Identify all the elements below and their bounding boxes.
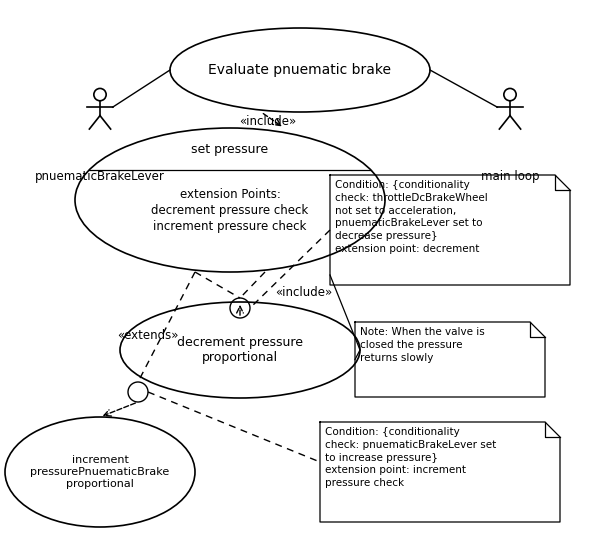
Text: extension Points:
decrement pressure check
increment pressure check: extension Points: decrement pressure che… (151, 188, 308, 234)
Text: «extends»: «extends» (117, 329, 179, 342)
Text: increment
pressurePnuematicBrake
proportional: increment pressurePnuematicBrake proport… (31, 455, 170, 488)
Ellipse shape (120, 302, 360, 398)
Text: Note: When the valve is
closed the pressure
returns slowly: Note: When the valve is closed the press… (360, 327, 485, 363)
Text: «include»: «include» (239, 115, 296, 128)
Ellipse shape (75, 128, 385, 272)
Text: decrement pressure
proportional: decrement pressure proportional (177, 336, 303, 364)
Text: Evaluate pnuematic brake: Evaluate pnuematic brake (209, 63, 392, 77)
Ellipse shape (5, 417, 195, 527)
Text: set pressure: set pressure (191, 143, 269, 156)
Text: Condition: {conditionality
check: pnuematicBrakeLever set
to increase pressure}
: Condition: {conditionality check: pnuema… (325, 427, 496, 488)
Text: main loop: main loop (481, 170, 539, 183)
Text: Condition: {conditionality
check: throttleDcBrakeWheel
not set to acceleration,
: Condition: {conditionality check: thrott… (335, 180, 488, 254)
Ellipse shape (170, 28, 430, 112)
Text: pnuematicBrakeLever: pnuematicBrakeLever (35, 170, 165, 183)
Text: «include»: «include» (275, 286, 332, 298)
